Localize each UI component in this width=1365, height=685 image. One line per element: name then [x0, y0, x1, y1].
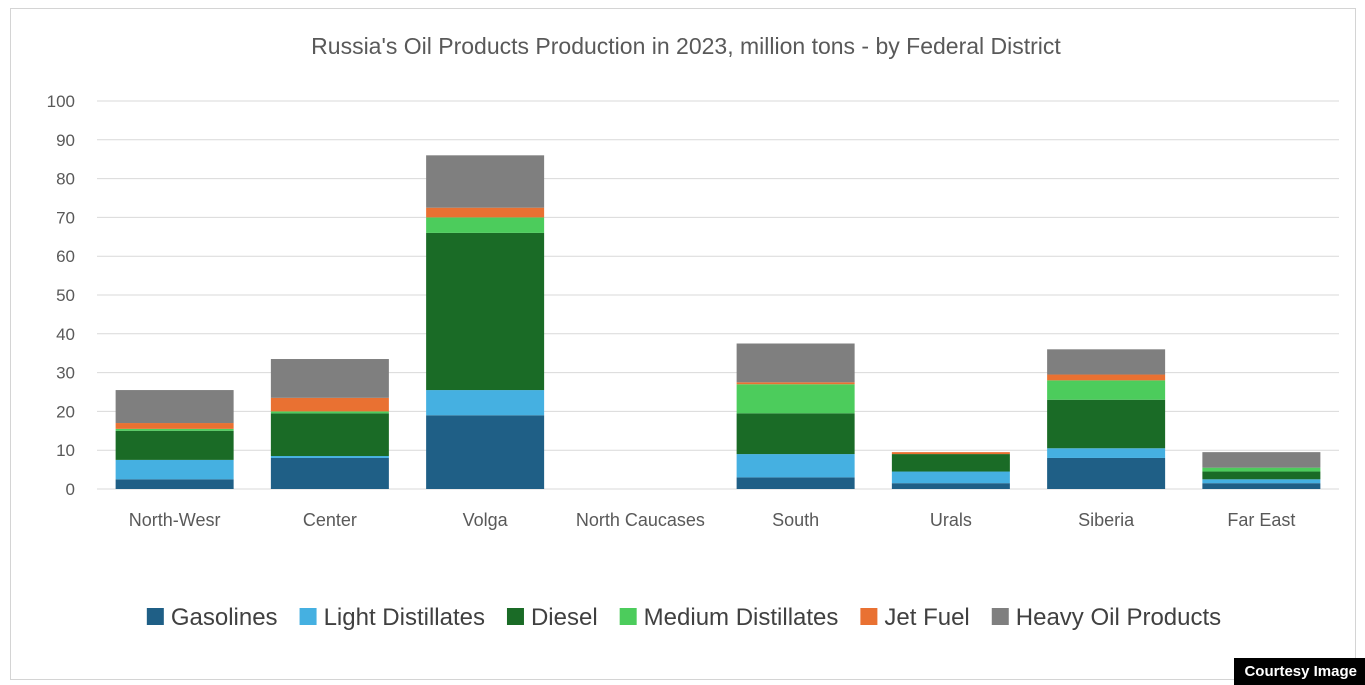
- x-category-label: North-Wesr: [129, 510, 221, 530]
- bar-segment: [1202, 479, 1321, 484]
- bar-segment: [891, 483, 1010, 489]
- legend-label: Medium Distillates: [644, 604, 839, 631]
- bar-segment: [1047, 399, 1166, 449]
- bar-segment: [1047, 374, 1166, 381]
- bar-segment: [426, 415, 545, 489]
- y-tick-label: 80: [56, 170, 75, 189]
- bar-segment: [891, 471, 1010, 484]
- y-tick-label: 70: [56, 208, 75, 227]
- y-tick-label: 100: [47, 92, 75, 111]
- bar-segment: [1047, 380, 1166, 400]
- y-tick-label: 20: [56, 402, 75, 421]
- bar-segment: [891, 454, 1010, 472]
- y-tick-label: 10: [56, 441, 75, 460]
- bar-segment: [426, 207, 545, 218]
- y-tick-label: 90: [56, 131, 75, 150]
- courtesy-badge: Courtesy Image: [1234, 658, 1365, 685]
- x-axis-categories: North-Wesr Center Volga North Caucases South…: [129, 510, 1296, 530]
- bar-segment: [270, 413, 389, 457]
- bar-segment: [1202, 452, 1321, 468]
- x-category-label: Far East: [1227, 510, 1295, 530]
- bar-segment: [115, 430, 234, 460]
- x-category-label: South: [772, 510, 819, 530]
- y-tick-label: 50: [56, 286, 75, 305]
- bar-segment: [1202, 483, 1321, 489]
- bar-segment: [270, 456, 389, 458]
- legend-item: Diesel: [506, 604, 598, 631]
- x-category-label: Volga: [463, 510, 509, 530]
- bar-segment: [115, 459, 234, 480]
- bar-segment: [426, 232, 545, 391]
- legend-swatch: [299, 608, 317, 625]
- bars: [115, 155, 1321, 489]
- legend-label: Jet Fuel: [884, 604, 969, 631]
- legend-item: Jet Fuel: [860, 604, 970, 631]
- legend-swatch: [991, 608, 1009, 625]
- legend-swatch: [619, 608, 637, 625]
- chart-frame: Russia's Oil Products Production in 2023…: [10, 8, 1356, 680]
- bar-segment: [426, 390, 545, 416]
- y-tick-label: 0: [66, 480, 75, 499]
- bar-segment: [1047, 457, 1166, 489]
- bar-segment: [891, 452, 1010, 455]
- legend-item: Heavy Oil Products: [991, 604, 1221, 631]
- bar-segment: [736, 343, 855, 383]
- stacked-bar-chart: Russia's Oil Products Production in 2023…: [47, 33, 1339, 631]
- bar-segment: [270, 397, 389, 412]
- bar-segment: [736, 454, 855, 478]
- x-category-label: North Caucases: [576, 510, 705, 530]
- y-tick-label: 30: [56, 364, 75, 383]
- bar-segment: [736, 477, 855, 489]
- x-category-label: Urals: [930, 510, 972, 530]
- legend-swatch: [146, 608, 164, 625]
- legend-label: Heavy Oil Products: [1016, 604, 1221, 631]
- legend-item: Light Distillates: [299, 604, 485, 631]
- bar-segment: [270, 457, 389, 489]
- legend-label: Gasolines: [171, 604, 278, 631]
- bar-segment: [115, 479, 234, 489]
- bar-segment: [1202, 467, 1321, 472]
- bar-segment: [1047, 448, 1166, 458]
- x-category-label: Center: [303, 510, 357, 530]
- bar-segment: [115, 390, 234, 424]
- bar-segment: [1047, 349, 1166, 375]
- bar-segment: [736, 413, 855, 455]
- legend-label: Diesel: [531, 604, 598, 631]
- legend-label: Light Distillates: [324, 604, 485, 631]
- bar-segment: [736, 382, 855, 385]
- y-tick-label: 40: [56, 325, 75, 344]
- bar-segment: [115, 428, 234, 431]
- bar-segment: [1202, 471, 1321, 480]
- bar-segment: [736, 384, 855, 414]
- chart-title: Russia's Oil Products Production in 2023…: [311, 33, 1061, 59]
- legend-swatch: [506, 608, 524, 625]
- legend: Gasolines Light Distillates Diesel Medium D…: [146, 604, 1221, 631]
- bar-segment: [426, 155, 545, 208]
- y-tick-label: 60: [56, 247, 75, 266]
- x-category-label: Siberia: [1078, 510, 1135, 530]
- bar-segment: [115, 423, 234, 429]
- bar-segment: [270, 411, 389, 414]
- legend-item: Gasolines: [146, 604, 278, 631]
- legend-swatch: [860, 608, 878, 625]
- y-axis-ticks: 0 10 20 30 40 50 60 70 80 90 100: [47, 92, 75, 499]
- legend-item: Medium Distillates: [619, 604, 839, 631]
- bar-segment: [270, 359, 389, 398]
- bar-segment: [426, 217, 545, 233]
